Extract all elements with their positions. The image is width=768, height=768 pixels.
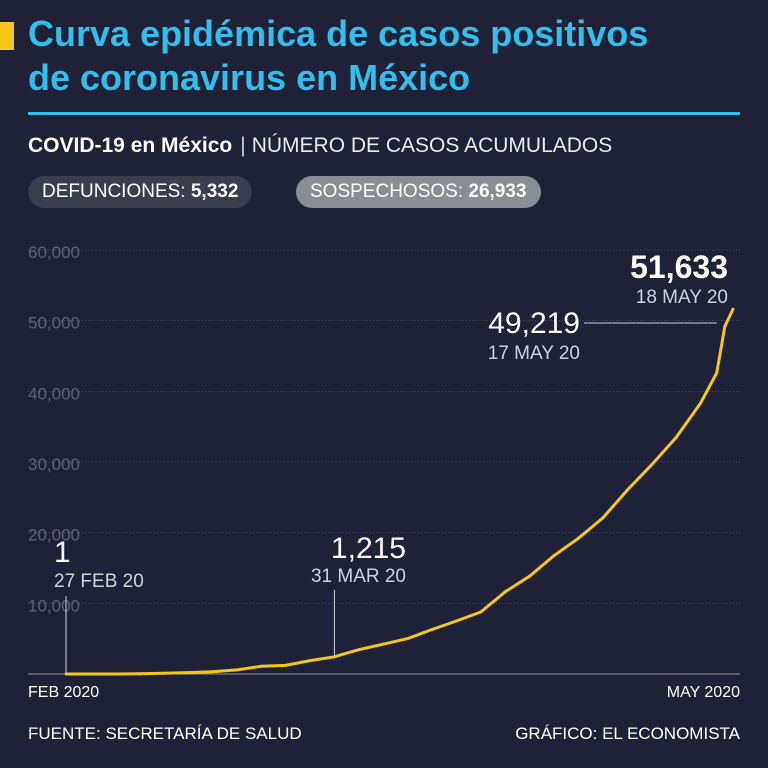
- data-point: [552, 554, 556, 558]
- data-point: [341, 652, 345, 656]
- data-point: [357, 648, 361, 652]
- data-point: [137, 672, 141, 676]
- data-point: [88, 672, 92, 676]
- data-point: [479, 610, 483, 614]
- annotation-date: 27 FEB 20: [54, 571, 144, 592]
- credit-note: GRÁFICO: EL ECONOMISTA: [515, 724, 740, 743]
- data-point: [284, 663, 288, 667]
- title-divider: [28, 112, 740, 115]
- y-tick-label: 60,000: [28, 243, 80, 262]
- data-point: [235, 668, 239, 672]
- y-tick-label: 50,000: [28, 314, 80, 333]
- data-point: [625, 488, 629, 492]
- suspects-badge: SOSPECHOSOS: 26,933: [296, 176, 541, 208]
- subtitle-separator: |: [240, 134, 246, 157]
- suspects-value: 26,933: [468, 181, 527, 202]
- series-line: [66, 308, 735, 676]
- suspects-label: SOSPECHOSOS:: [310, 181, 464, 202]
- accent-bar: [0, 22, 14, 50]
- data-point: [601, 516, 605, 520]
- deaths-label: DEFUNCIONES:: [42, 181, 186, 202]
- data-point: [308, 659, 312, 663]
- data-point: [186, 671, 190, 675]
- data-point: [731, 307, 735, 311]
- annotation-date: 31 MAR 20: [311, 566, 406, 587]
- annotation-date: 18 MAY 20: [636, 287, 728, 308]
- x-tick-label: FEB 2020: [28, 684, 99, 701]
- data-point: [528, 574, 532, 578]
- annotation-date: 17 MAY 20: [488, 343, 580, 364]
- data-point: [113, 672, 117, 676]
- data-point: [454, 619, 458, 623]
- data-point: [503, 590, 507, 594]
- source-note: FUENTE: SECRETARÍA DE SALUD: [28, 724, 302, 743]
- y-tick-label: 20,000: [28, 526, 80, 545]
- annotation-value: 1: [54, 536, 71, 569]
- data-point: [430, 628, 434, 632]
- subtitle-country: COVID-19 en México: [28, 134, 233, 157]
- annotation-value: 1,215: [331, 532, 406, 565]
- x-tick-label: MAY 2020: [667, 684, 740, 701]
- data-point: [162, 671, 166, 675]
- data-point: [674, 436, 678, 440]
- data-point: [259, 664, 263, 668]
- data-point: [381, 642, 385, 646]
- subtitle-measure: NÚMERO DE CASOS ACUMULADOS: [251, 134, 613, 157]
- deaths-value: 5,332: [190, 181, 239, 202]
- data-point: [723, 324, 727, 328]
- data-point: [576, 536, 580, 540]
- y-tick-label: 30,000: [28, 455, 80, 474]
- data-point: [406, 637, 410, 641]
- annotation-value: 51,633: [630, 249, 728, 285]
- data-point: [715, 371, 719, 375]
- data-point: [698, 401, 702, 405]
- y-tick-label: 10,000: [28, 596, 80, 615]
- data-point: [650, 463, 654, 467]
- data-point: [210, 670, 214, 674]
- title-line-2: de coronavirus en México: [28, 57, 471, 98]
- deaths-badge: DEFUNCIONES: 5,332: [28, 176, 253, 208]
- annotation-value: 49,219: [488, 307, 580, 340]
- page-title: Curva epidémica de casos positivos de co…: [28, 12, 748, 100]
- subtitle: COVID-19 en México | NÚMERO DE CASOS ACUMU…: [28, 134, 612, 158]
- y-tick-label: 40,000: [28, 384, 80, 403]
- title-line-1: Curva epidémica de casos positivos: [28, 13, 649, 54]
